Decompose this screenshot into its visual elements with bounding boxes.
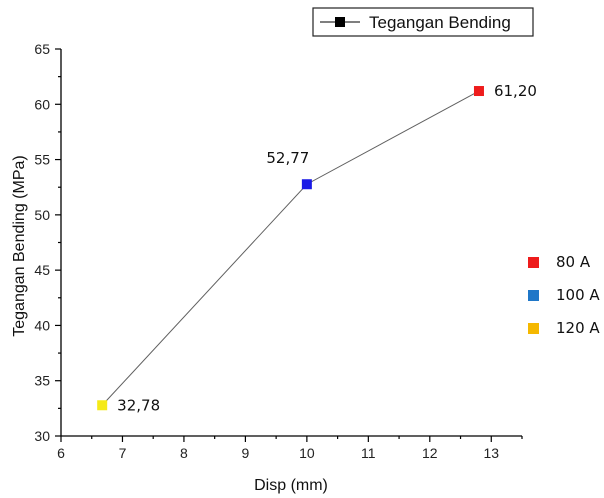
x-tick-label: 12	[422, 445, 438, 461]
x-tick-label: 8	[180, 445, 188, 461]
top-legend: Tegangan Bending	[312, 7, 534, 37]
y-tick-label: 60	[34, 96, 50, 112]
y-tick-label: 45	[34, 262, 50, 278]
category-swatch	[528, 323, 539, 334]
category-swatch	[528, 290, 539, 301]
axes: 6 7 8 9 10 11 12 13 30 35 40 45 50 55 60 65	[34, 41, 523, 461]
data-point-marker	[473, 86, 484, 97]
data-label: 61,20	[494, 82, 537, 100]
x-axis-title: Disp (mm)	[254, 477, 328, 494]
x-tick-label: 11	[361, 445, 376, 461]
x-tick-label: 9	[242, 445, 250, 461]
y-tick-label: 35	[34, 373, 50, 389]
data-point-marker	[301, 179, 312, 190]
y-tick-label: 40	[34, 317, 50, 333]
category-swatch	[528, 257, 539, 268]
legend-marker-swatch	[335, 17, 345, 27]
series-layer	[97, 86, 484, 411]
x-tick-label: 13	[483, 445, 499, 461]
y-tick-label: 65	[34, 41, 50, 57]
y-axis-title: Tegangan Bending (MPa)	[11, 155, 28, 336]
y-tick-label: 50	[34, 207, 50, 223]
category-label: 80 A	[556, 253, 591, 271]
legend-label: Tegangan Bending	[369, 13, 511, 32]
data-point-marker	[97, 400, 108, 411]
y-tick-label: 30	[34, 428, 50, 444]
data-label: 52,77	[266, 149, 309, 167]
x-tick-label: 6	[57, 445, 65, 461]
series-line	[101, 90, 480, 406]
x-tick-label: 10	[299, 445, 315, 461]
data-labels: 32,78 52,77 61,20	[117, 82, 537, 414]
category-legend: 80 A 100 A 120 A	[528, 253, 600, 337]
data-label: 32,78	[117, 396, 160, 414]
y-tick-label: 55	[34, 152, 50, 168]
x-tick-label: 7	[119, 445, 127, 461]
category-label: 120 A	[556, 319, 600, 337]
category-label: 100 A	[556, 286, 600, 304]
